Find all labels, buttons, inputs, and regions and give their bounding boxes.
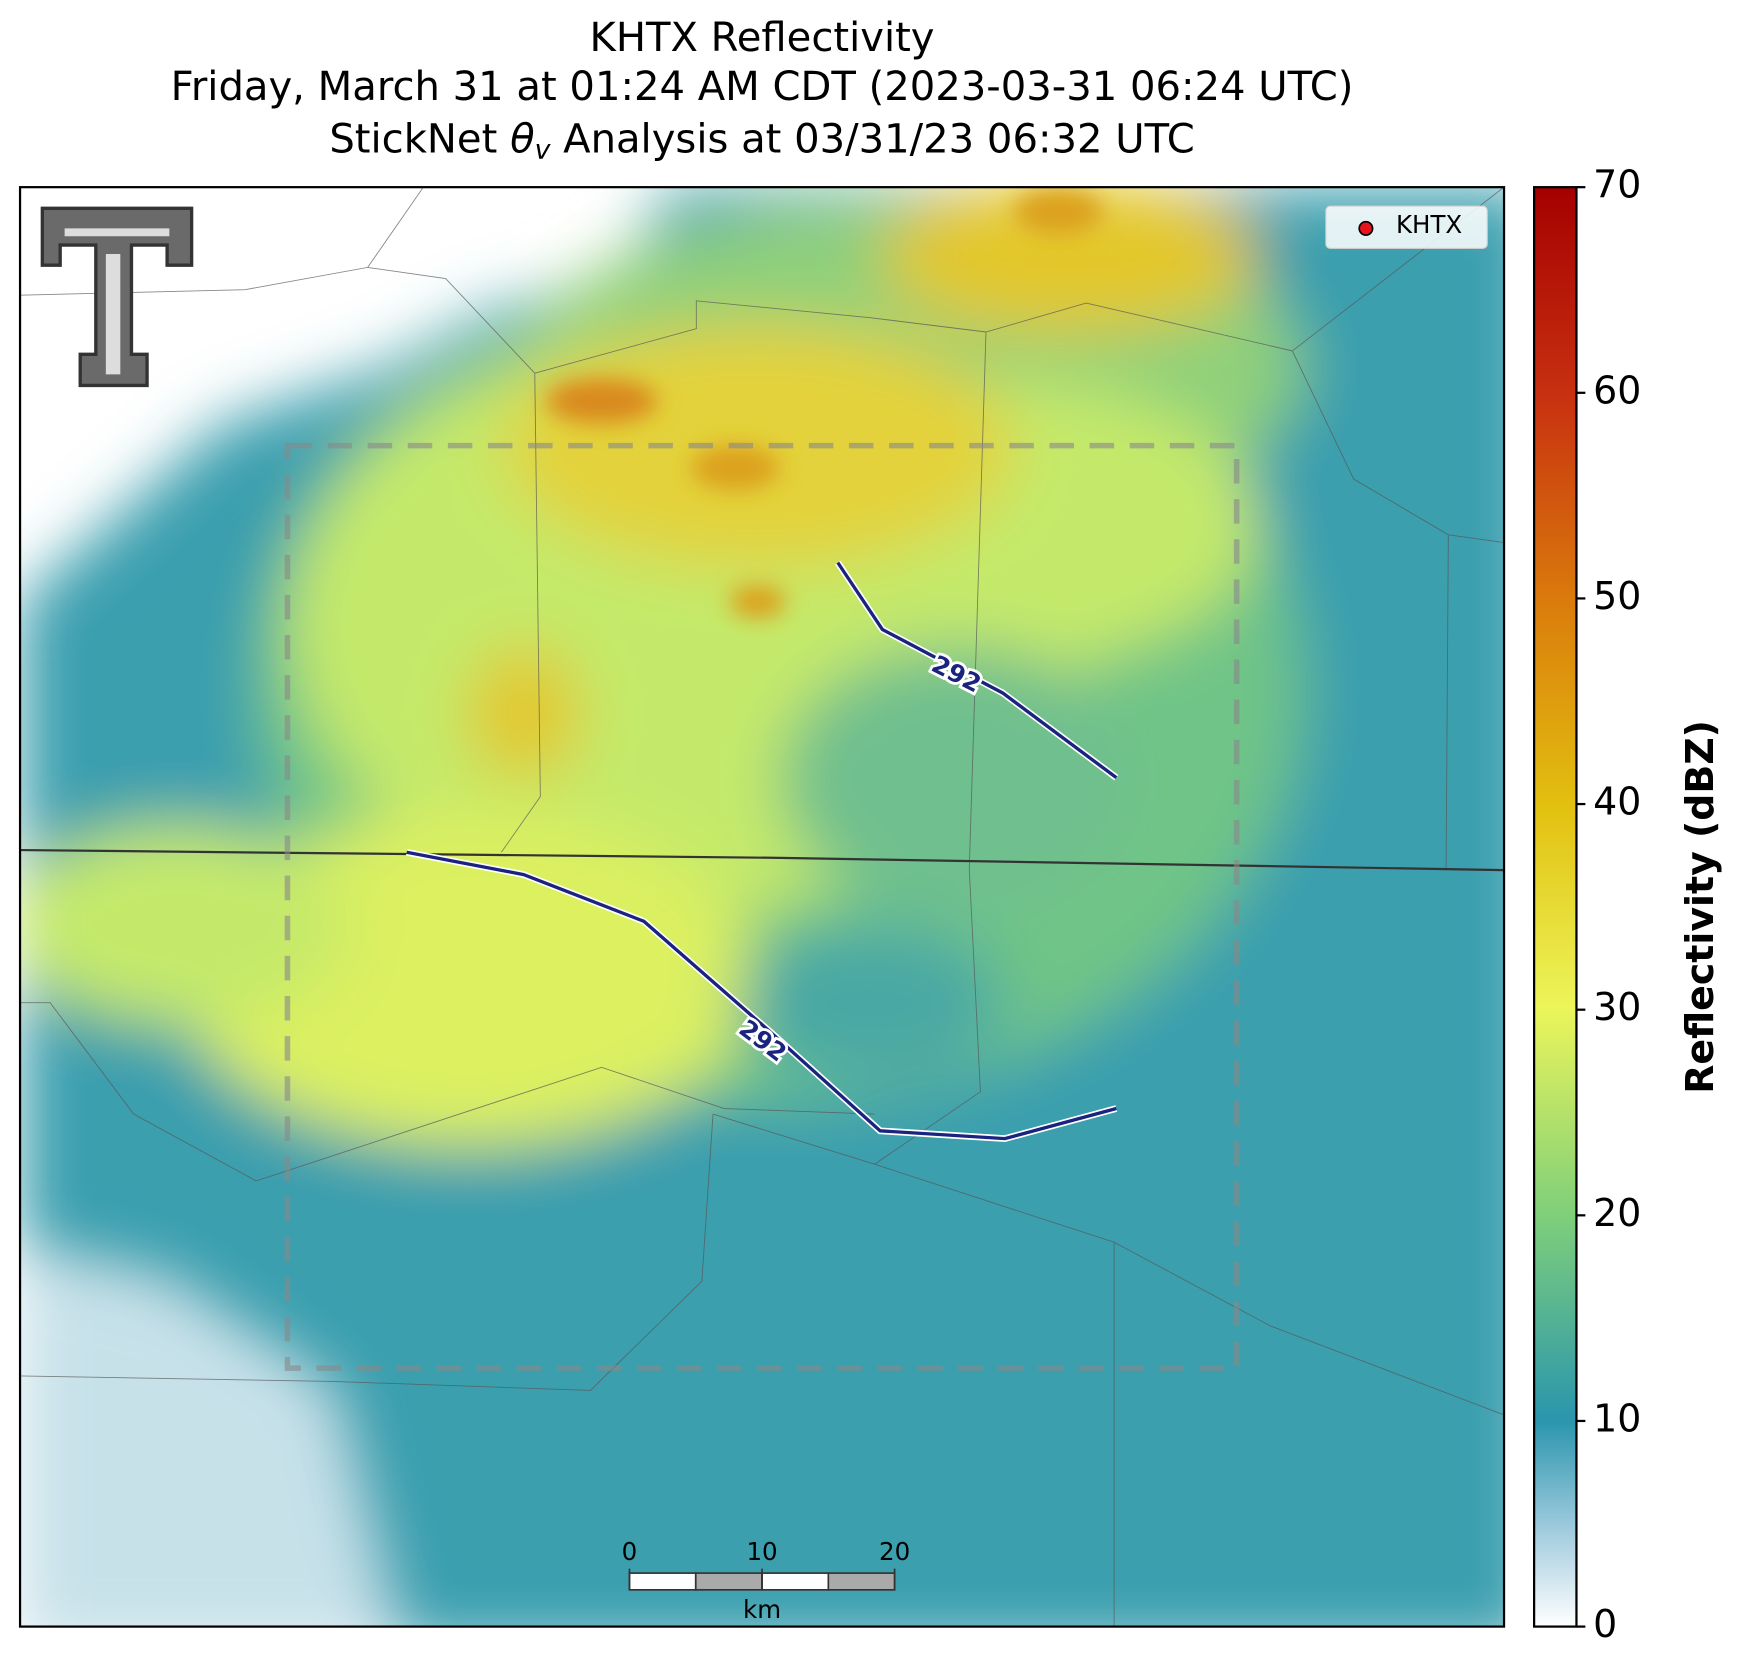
colorbar-tick-label: 30: [1593, 985, 1641, 1029]
analysis-domain: [284, 442, 1240, 1371]
colorbar-tick-label: 70: [1593, 163, 1641, 207]
reflectivity-core: [545, 189, 1103, 619]
subtitle: Friday, March 31 at 01:24 AM CDT (2023-0…: [171, 64, 1354, 110]
title-part: StickNet: [329, 116, 510, 162]
colorbar-tick-label: 20: [1593, 1191, 1641, 1235]
analysis-title: StickNet θv Analysis at 03/31/23 06:32 U…: [329, 116, 1194, 164]
scale-tick-label: 10: [746, 1537, 777, 1566]
scale-tick-label: 20: [879, 1537, 910, 1566]
scale-bar: 0 10 20 km: [622, 1537, 911, 1624]
reflectivity-field: [20, 187, 1505, 1627]
colorbar-label: Reflectivity (dBZ): [1678, 720, 1722, 1094]
colorbar: [1533, 186, 1578, 1628]
logo: [40, 206, 194, 388]
title: KHTX Reflectivity: [590, 15, 935, 61]
state-line: [20, 848, 1505, 872]
colorbar-tick-label: 10: [1593, 1396, 1641, 1440]
colorbar-ticks: 0 10 20 30 40 50 60 70: [1576, 163, 1641, 1646]
map-frame: [18, 186, 1506, 1628]
title-subscript: v: [535, 134, 552, 165]
figure-content: KHTX Reflectivity Friday, March 31 at 01…: [18, 15, 1722, 1646]
scale-segment: [827, 1572, 896, 1591]
county-lines: [20, 187, 1505, 1627]
legend-label: KHTX: [1396, 210, 1462, 239]
title-symbol: θ: [510, 116, 535, 162]
scale-segment: [694, 1572, 763, 1591]
legend: KHTX: [1325, 205, 1488, 250]
scale-tick-label: 0: [622, 1537, 638, 1566]
colorbar-tick-label: 40: [1593, 780, 1641, 824]
title-part: Analysis at 03/31/23 06:32 UTC: [550, 116, 1194, 162]
legend-box: [1325, 205, 1488, 250]
scale-segment: [628, 1572, 697, 1591]
contour-line: [406, 850, 1117, 1141]
legend-marker: [1358, 220, 1374, 236]
contour-line: [836, 561, 1118, 779]
colorbar-tick-label: 50: [1593, 574, 1641, 618]
colorbar-tick-label: 60: [1593, 368, 1641, 412]
scale-segment: [761, 1572, 830, 1591]
scale-unit: km: [743, 1595, 781, 1624]
colorbar-tick-label: 0: [1593, 1602, 1617, 1646]
